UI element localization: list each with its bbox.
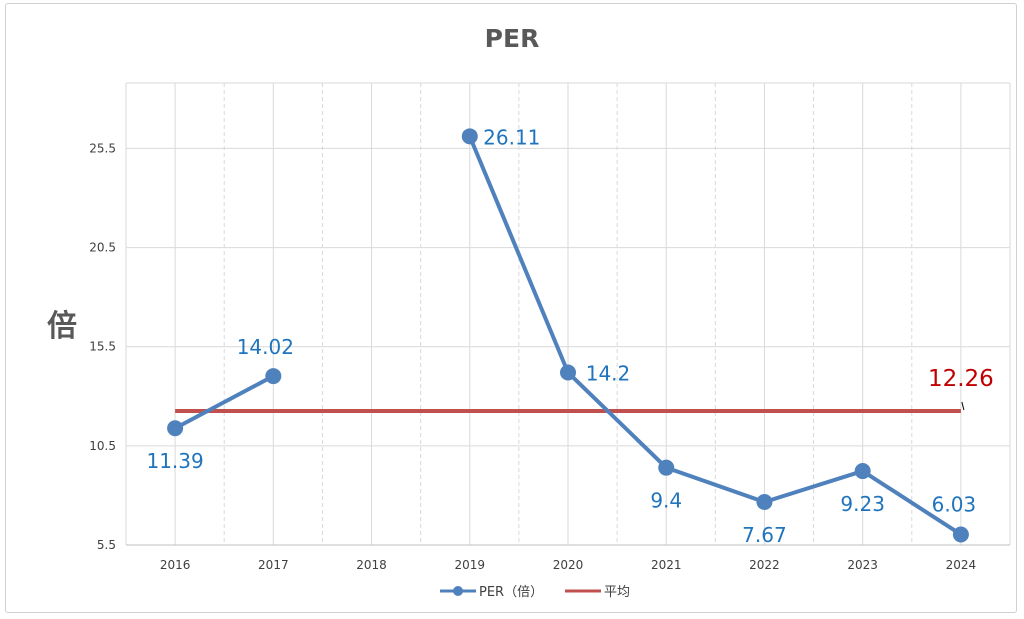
chart-title: PER: [485, 24, 540, 53]
per-data-point: [854, 463, 871, 480]
data-label-layer: 12.26 11.39 14.02 26.11 14.2 9.4 7.67 9.23 6.03: [146, 125, 993, 547]
per-series-line: [174, 374, 275, 430]
legend-per-label: PER（倍）: [479, 585, 543, 600]
per-data-point: [756, 493, 773, 510]
per-data-label: 7.67: [742, 523, 787, 547]
x-tick-label: 2023: [847, 558, 878, 572]
y-axis-label: 倍: [47, 309, 77, 344]
per-data-point: [952, 526, 969, 543]
y-tick-label: 15.5: [89, 340, 116, 354]
y-tick-label: 20.5: [89, 241, 116, 255]
y-tick-label: 5.5: [97, 538, 116, 552]
per-data-label: 9.23: [840, 492, 885, 516]
per-data-point: [461, 128, 478, 145]
per-series-line: [467, 135, 962, 537]
per-data-point: [265, 368, 282, 385]
per-data-point: [560, 364, 576, 381]
y-tick-label: 25.5: [89, 141, 116, 155]
x-tick-label: 2021: [651, 558, 682, 572]
per-data-label: 11.39: [146, 449, 203, 473]
legend-per-marker: [453, 586, 463, 596]
y-tick-label: 10.5: [89, 439, 116, 453]
average-value-label: 12.26: [928, 366, 994, 392]
per-data-label: 6.03: [932, 492, 977, 516]
per-data-point: [167, 420, 184, 437]
per-data-point: [658, 459, 675, 476]
x-tick-label: 2020: [553, 558, 584, 572]
x-tick-label: 2024: [946, 558, 977, 572]
axis-layer: 5.5 10.5 15.5 20.5 25.5 2016 2017 2018 2019 2020 2…: [89, 141, 1010, 572]
grid-layer: [125, 82, 1011, 545]
per-data-label: 26.11: [483, 125, 540, 149]
per-data-label: 14.2: [586, 361, 631, 385]
chart-frame: [5, 3, 1017, 613]
legend: PER（倍） 平均: [440, 585, 630, 600]
series-layer: [167, 128, 969, 543]
average-label-leader: [961, 401, 965, 411]
x-tick-label: 2019: [455, 558, 486, 572]
x-tick-label: 2016: [160, 558, 191, 572]
x-tick-label: 2022: [749, 558, 780, 572]
x-tick-label: 2017: [258, 558, 289, 572]
legend-average-label: 平均: [604, 585, 630, 600]
x-tick-label: 2018: [356, 558, 387, 572]
per-data-label: 14.02: [237, 335, 294, 359]
per-data-label: 9.4: [650, 489, 682, 513]
